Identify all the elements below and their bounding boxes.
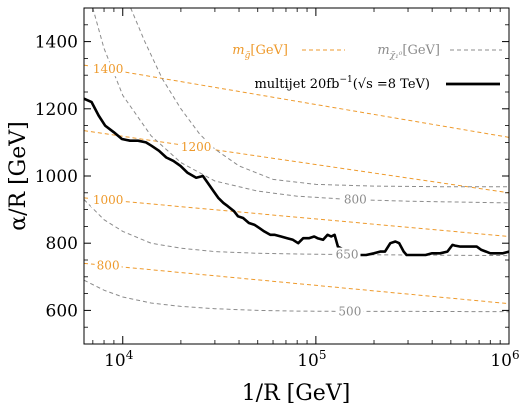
legend-entry-label-1: mχ̃₁⁰[GeV]	[377, 43, 440, 61]
gluino-contour-label-1000: 1000	[93, 193, 124, 207]
gluino-contour-1400	[84, 64, 509, 138]
contour-label-bg	[94, 258, 122, 273]
x-tick-label: 106	[490, 348, 519, 371]
plot-frame	[83, 7, 510, 345]
contour-label-bg	[341, 192, 369, 207]
legend-entry-label-2: multijet 20fb−1(√s =8 TeV)	[254, 75, 430, 92]
gluino-contour-label-800: 800	[97, 259, 120, 273]
neutralino-contour-500	[84, 279, 509, 313]
contour-label-bg	[90, 62, 126, 77]
y-tick-label: 800	[46, 234, 78, 254]
y-tick-label: 1000	[35, 167, 78, 187]
gluino-contour-label-1400: 1400	[93, 62, 124, 76]
contour-label-bg	[178, 140, 214, 155]
gluino-contour-1200	[84, 130, 509, 194]
gluino-contour-label-1200: 1200	[181, 140, 212, 154]
gluino-contour-1000	[84, 197, 509, 237]
contour-label-bg	[333, 247, 361, 262]
contour-label-bg	[336, 304, 364, 319]
y-tick-label: 600	[46, 301, 78, 321]
neutralino-contour-label-500: 500	[338, 304, 361, 318]
contour-label-bg	[90, 193, 126, 208]
x-axis-title: 1/R [GeV]	[242, 381, 351, 406]
neutralino-contour-label-650: 650	[336, 248, 359, 262]
gluino-contour-800	[84, 262, 509, 305]
x-tick-label: 104	[104, 348, 134, 371]
neutralino-contour-800	[92, 8, 509, 204]
y-tick-label: 1400	[35, 33, 78, 53]
neutralino-contour-650	[84, 199, 509, 257]
neutralino-contour-unlabeled-3	[130, 8, 509, 188]
legend-entry-label-0: mg̃[GeV]	[232, 43, 288, 61]
series-line-multijet	[84, 97, 509, 257]
neutralino-contour-label-800: 800	[344, 193, 367, 207]
x-tick-label: 105	[297, 348, 326, 371]
y-axis-title: α/R [GeV]	[6, 121, 31, 230]
legend: mg̃[GeV] mχ̃₁⁰[GeV] multijet 20fb−1(√s =8 …	[232, 43, 502, 92]
y-tick-label: 1200	[35, 100, 78, 120]
